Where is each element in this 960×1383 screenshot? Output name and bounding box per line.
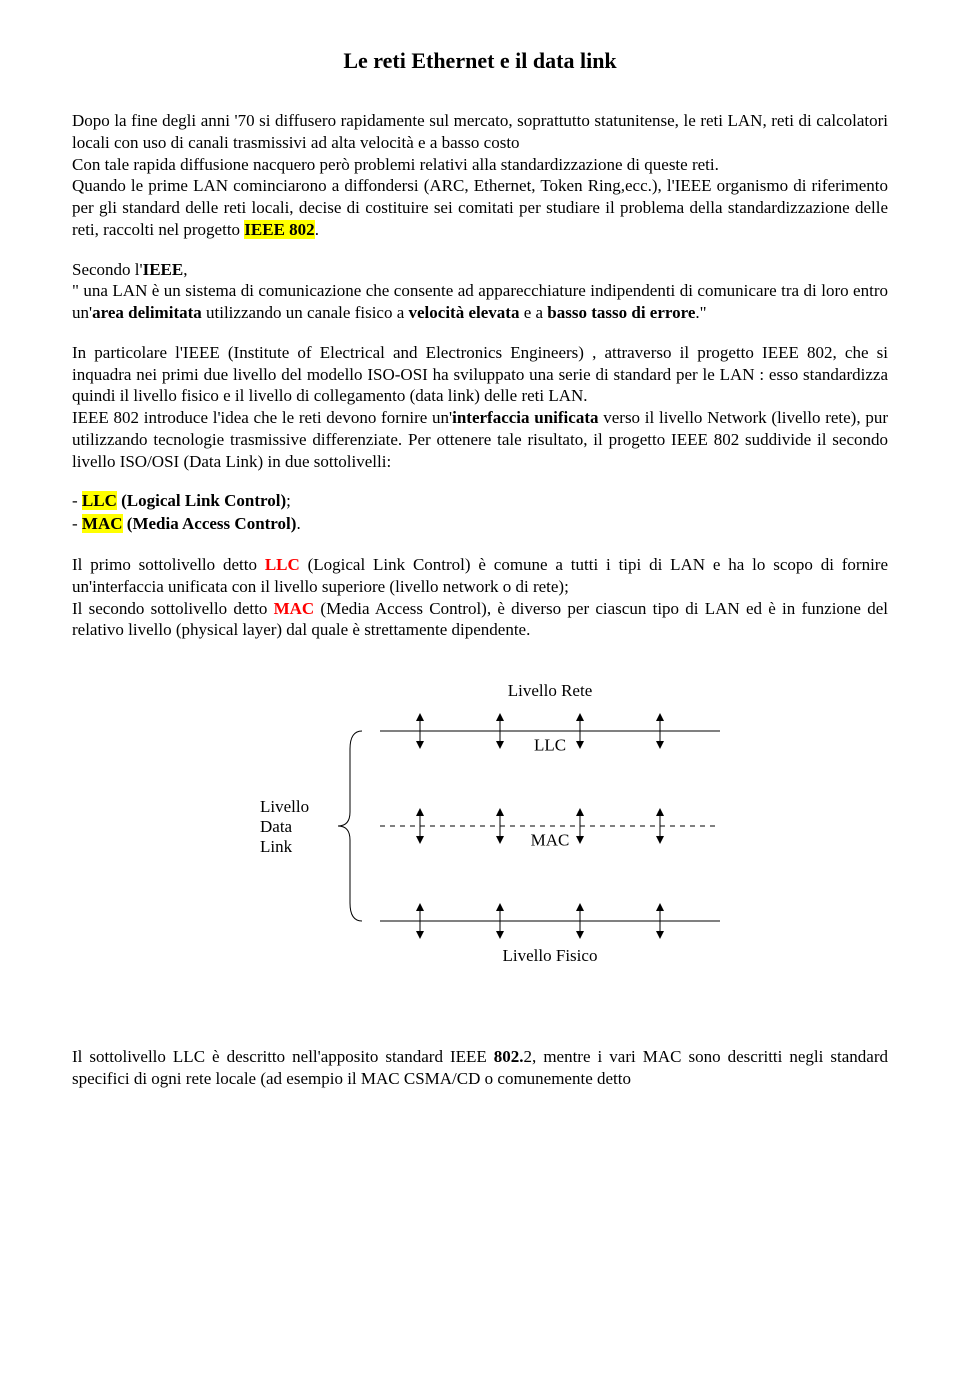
text: Secondo l'	[72, 260, 143, 279]
text-ieee: IEEE	[143, 260, 184, 279]
page-title: Le reti Ethernet e il data link	[72, 48, 888, 74]
svg-text:Livello Fisico: Livello Fisico	[503, 946, 598, 965]
text: utilizzando un canale fisico a	[202, 303, 409, 322]
text: -	[72, 514, 82, 533]
paragraph-closing: Il sottolivello LLC è descritto nell'app…	[72, 1046, 888, 1090]
paragraph-sublayer-desc: Il primo sottolivello detto LLC (Logical…	[72, 554, 888, 641]
text: .	[296, 514, 300, 533]
text: In particolare l'IEEE (Institute of Elec…	[72, 343, 888, 406]
text: (Logical Link Control)	[117, 491, 286, 510]
text: e a	[519, 303, 547, 322]
highlight-ieee802: IEEE 802	[244, 220, 314, 239]
svg-text:Link: Link	[260, 837, 293, 856]
text: -	[72, 491, 82, 510]
svg-text:LLC: LLC	[534, 736, 566, 755]
text: Quando le prime LAN cominciarono a diffo…	[72, 176, 888, 239]
text: ."	[695, 303, 706, 322]
paragraph-ieee-def: Secondo l'IEEE, " una LAN è un sistema d…	[72, 259, 888, 324]
highlight-mac: MAC	[82, 514, 123, 533]
layer-diagram: Livello Rete LLC MAC Livello Fisico LivelloD…	[72, 671, 888, 1006]
text: Il sottolivello LLC è descritto nell'app…	[72, 1047, 494, 1066]
paragraph-ieee-detail: In particolare l'IEEE (Institute of Elec…	[72, 342, 888, 473]
text: ,	[183, 260, 187, 279]
text: Il secondo sottolivello detto	[72, 599, 274, 618]
text: .	[315, 220, 319, 239]
text-tasso: basso tasso di errore	[547, 303, 695, 322]
paragraph-intro: Dopo la fine degli anni '70 si diffusero…	[72, 110, 888, 241]
text: Il primo sottolivello detto	[72, 555, 265, 574]
highlight-llc: LLC	[82, 491, 117, 510]
layer-svg: Livello Rete LLC MAC Livello Fisico LivelloD…	[200, 671, 760, 1001]
text-llc-red: LLC	[265, 555, 300, 574]
text: (Media Access Control)	[123, 514, 297, 533]
text-velocita: velocità elevata	[409, 303, 520, 322]
text-area: area delimitata	[92, 303, 202, 322]
svg-text:Data: Data	[260, 817, 293, 836]
text-interfaccia: interfaccia unificata	[452, 408, 598, 427]
text: ;	[286, 491, 291, 510]
svg-text:Livello Rete: Livello Rete	[508, 681, 593, 700]
text: Con tale rapida diffusione nacquero però…	[72, 155, 719, 174]
svg-text:Livello: Livello	[260, 797, 309, 816]
text: Dopo la fine degli anni '70 si diffusero…	[72, 111, 888, 152]
text: IEEE 802 introduce l'idea che le reti de…	[72, 408, 452, 427]
text-802: 802.	[494, 1047, 524, 1066]
text-mac-red: MAC	[274, 599, 315, 618]
svg-text:MAC: MAC	[531, 831, 570, 850]
sublayer-list: - LLC (Logical Link Control); - MAC (Med…	[72, 490, 888, 536]
